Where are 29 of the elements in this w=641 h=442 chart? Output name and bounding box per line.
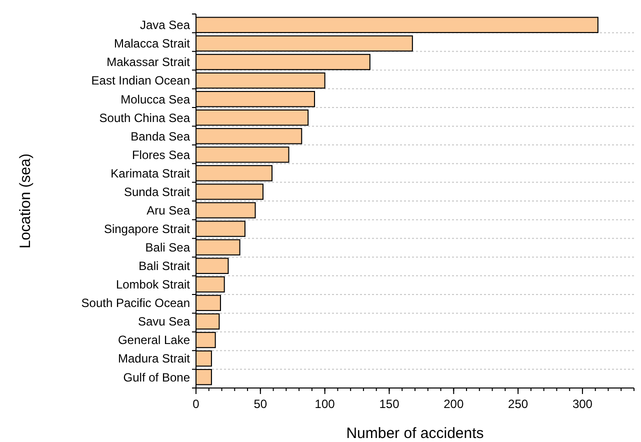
x-tick-label: 100 [314, 397, 336, 411]
x-tick-label: 250 [508, 397, 528, 411]
y-tick-label: East Indian Ocean [91, 74, 190, 88]
x-tick-label: 50 [254, 397, 268, 411]
y-tick-label: Sunda Strait [124, 184, 191, 199]
y-tick-label: Banda Sea [130, 129, 190, 144]
x-tick-label: 0 [192, 397, 200, 411]
y-tick-label: Singapore Strait [104, 222, 191, 236]
y-axis-title: Location (sea) [17, 153, 34, 249]
y-tick-label: Aru Sea [146, 203, 190, 218]
y-tick-label: Molucca Sea [120, 92, 190, 106]
y-tick-label: Bali Strait [138, 259, 191, 274]
x-tick-label: 150 [379, 397, 400, 411]
y-tick-label: Karimata Strait [110, 166, 191, 180]
y-tick-label: Bali Sea [145, 240, 190, 255]
x-tick-label: 300 [572, 397, 593, 411]
x-axis-title: Number of accidents [346, 425, 484, 442]
y-tick-label: South China Sea [99, 110, 190, 125]
x-tick-label: 200 [444, 397, 464, 411]
y-tick-label: Madura Strait [118, 352, 191, 366]
y-tick-label: Lombok Strait [116, 278, 191, 292]
y-tick-label: General Lake [118, 333, 190, 348]
y-tick-label: Makassar Strait [106, 55, 191, 70]
y-tick-label: Malacca Strait [114, 36, 191, 51]
y-tick-label: Flores Sea [132, 148, 190, 162]
y-tick-label: Java Sea [140, 18, 190, 32]
y-tick-label: South Pacific Ocean [81, 296, 190, 310]
y-tick-label: Gulf of Bone [123, 370, 190, 384]
y-tick-label: Savu Sea [138, 314, 190, 329]
